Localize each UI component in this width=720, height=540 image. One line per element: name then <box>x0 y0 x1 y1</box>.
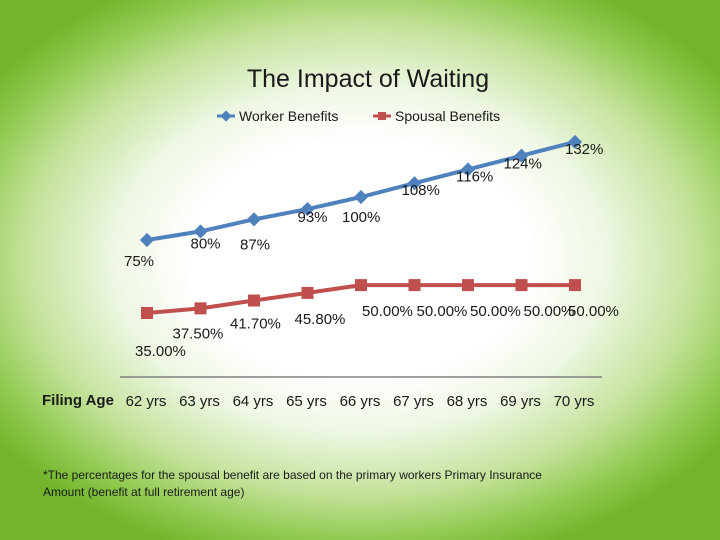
data-label-spousal: 37.50% <box>173 325 224 342</box>
marker-worker <box>300 201 315 217</box>
data-label-spousal: 50.00% <box>470 303 521 320</box>
marker-worker <box>514 148 529 163</box>
marker-worker <box>193 224 208 239</box>
data-label-worker: 132% <box>565 141 603 158</box>
legend: Worker Benefits Spousal Benefits <box>217 108 500 124</box>
x-tick-label: 68 yrs <box>447 393 488 410</box>
data-label-spousal: 45.80% <box>295 311 346 328</box>
x-tick-label: 66 yrs <box>340 393 381 410</box>
marker-spousal <box>462 279 474 292</box>
marker-worker <box>407 176 422 191</box>
data-label-worker: 80% <box>191 235 221 252</box>
data-label-spousal: 50.00% <box>524 303 575 320</box>
data-label-spousal: 41.70% <box>230 316 281 333</box>
legend-label-spousal: Spousal Benefits <box>395 108 500 124</box>
data-label-spousal: 35.00% <box>135 343 186 360</box>
x-axis-ticks: 62 yrs 63 yrs 64 yrs 65 yrs 66 yrs 67 yrs 68 y… <box>126 393 595 410</box>
marker-spousal <box>301 286 314 299</box>
data-label-worker: 75% <box>124 253 154 270</box>
marker-spousal <box>194 302 207 315</box>
legend-item-spousal: Spousal Benefits <box>373 108 500 124</box>
marker-worker <box>567 134 583 150</box>
marker-worker <box>139 232 155 248</box>
x-tick-label: 65 yrs <box>286 393 327 410</box>
x-tick-label: 64 yrs <box>233 393 274 410</box>
data-label-spousal: 50.00% <box>417 303 468 320</box>
data-label-worker: 93% <box>298 209 328 226</box>
footnote: *The percentages for the spousal benefit… <box>43 468 542 499</box>
marker-worker <box>246 212 262 227</box>
legend-item-worker: Worker Benefits <box>217 108 338 124</box>
marker-spousal <box>355 279 367 292</box>
data-label-worker: 108% <box>402 182 440 199</box>
data-label-worker: 87% <box>240 236 270 253</box>
x-tick-label: 63 yrs <box>179 393 220 410</box>
data-label-spousal: 50.00% <box>362 303 413 320</box>
marker-worker <box>353 189 369 205</box>
marker-worker <box>460 162 476 177</box>
marker-spousal <box>515 279 528 292</box>
data-label-worker: 124% <box>504 156 542 173</box>
x-tick-label: 62 yrs <box>126 393 167 410</box>
x-axis-title: Filing Age <box>42 392 114 409</box>
marker-spousal <box>408 279 421 292</box>
marker-spousal <box>141 307 153 319</box>
marker-spousal <box>248 294 260 307</box>
x-tick-label: 67 yrs <box>393 393 434 410</box>
data-label-worker: 100% <box>342 209 380 226</box>
series-layer: 75% 80% 87% 93% 100% 108% 116% 124% 132% 35.00%37… <box>124 134 619 360</box>
x-tick-label: 70 yrs <box>554 393 595 410</box>
data-label-worker: 116% <box>456 168 493 185</box>
legend-label-worker: Worker Benefits <box>239 108 338 124</box>
marker-spousal <box>569 279 581 292</box>
data-label-spousal: 50.00% <box>568 303 619 320</box>
x-tick-label: 69 yrs <box>500 393 541 410</box>
chart-title: The Impact of Waiting <box>247 65 489 93</box>
